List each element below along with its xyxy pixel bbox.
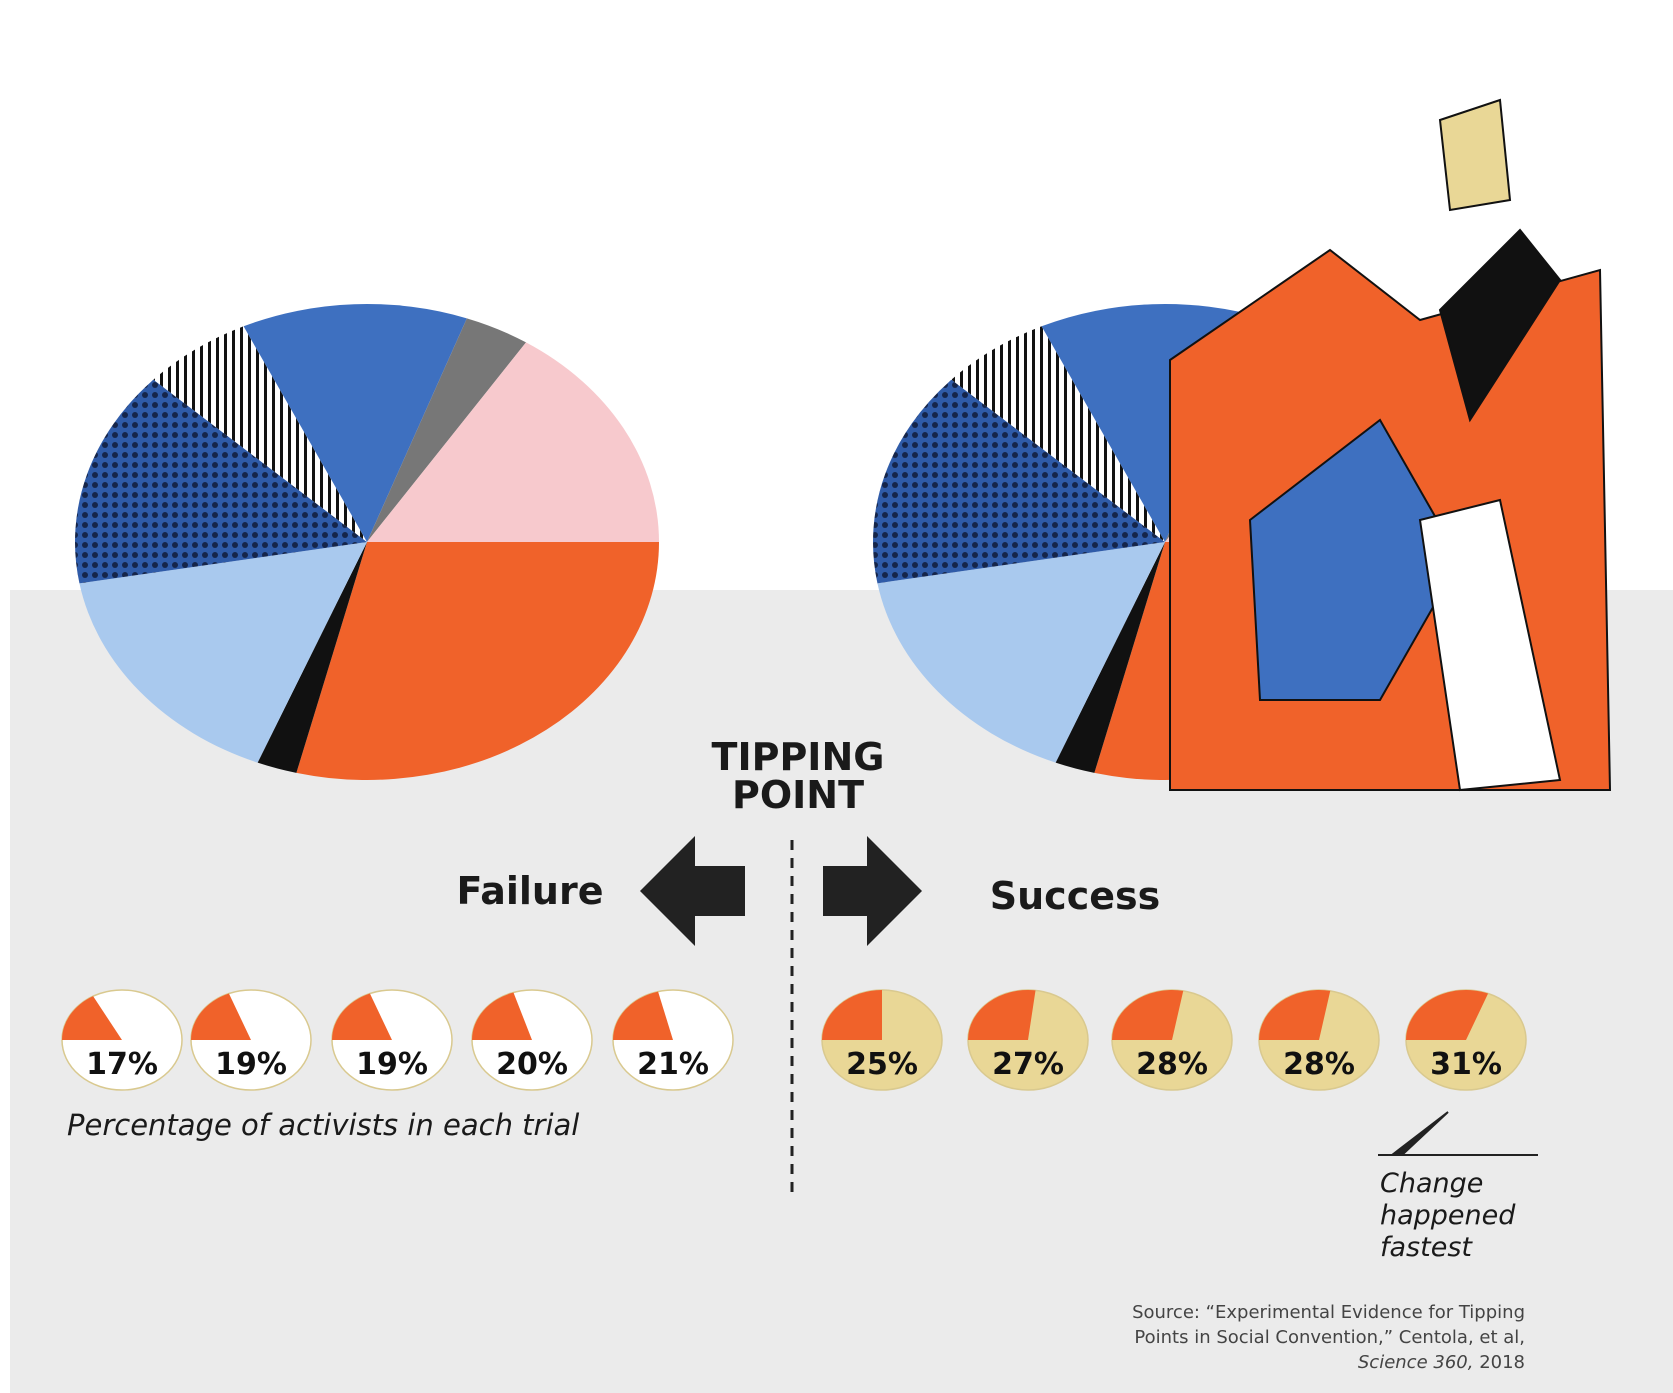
source-journal: Science 360,: [1358, 1352, 1474, 1373]
value-label: 20%: [496, 1047, 568, 1082]
source-year: 2018: [1479, 1352, 1525, 1373]
value-label: 17%: [86, 1047, 158, 1082]
value-label: 31%: [1430, 1047, 1502, 1082]
source: Source: “Experimental Evidence for Tippi…: [1130, 1300, 1525, 1375]
value-label: 19%: [356, 1047, 428, 1082]
main-title: TIPPING POINT: [648, 738, 948, 814]
value-label: 19%: [215, 1047, 287, 1082]
success-title: Success: [935, 877, 1215, 915]
value-label: 28%: [1136, 1047, 1208, 1082]
source-text: Source: “Experimental Evidence for Tippi…: [1132, 1302, 1525, 1348]
page: 17% 19% 19% 20% 21% 25% 27% 28% 28% 31% TIPPING P…: [0, 0, 1673, 1393]
crowd-shape: [1440, 100, 1510, 210]
value-label: 25%: [846, 1047, 918, 1082]
value-label: 21%: [637, 1047, 709, 1082]
annotation: Change happened fastest: [1380, 1168, 1530, 1264]
value-label: 27%: [992, 1047, 1064, 1082]
caption: Percentage of activists in each trial: [67, 1108, 579, 1142]
failure-title: Failure: [400, 872, 660, 910]
value-label: 28%: [1283, 1047, 1355, 1082]
